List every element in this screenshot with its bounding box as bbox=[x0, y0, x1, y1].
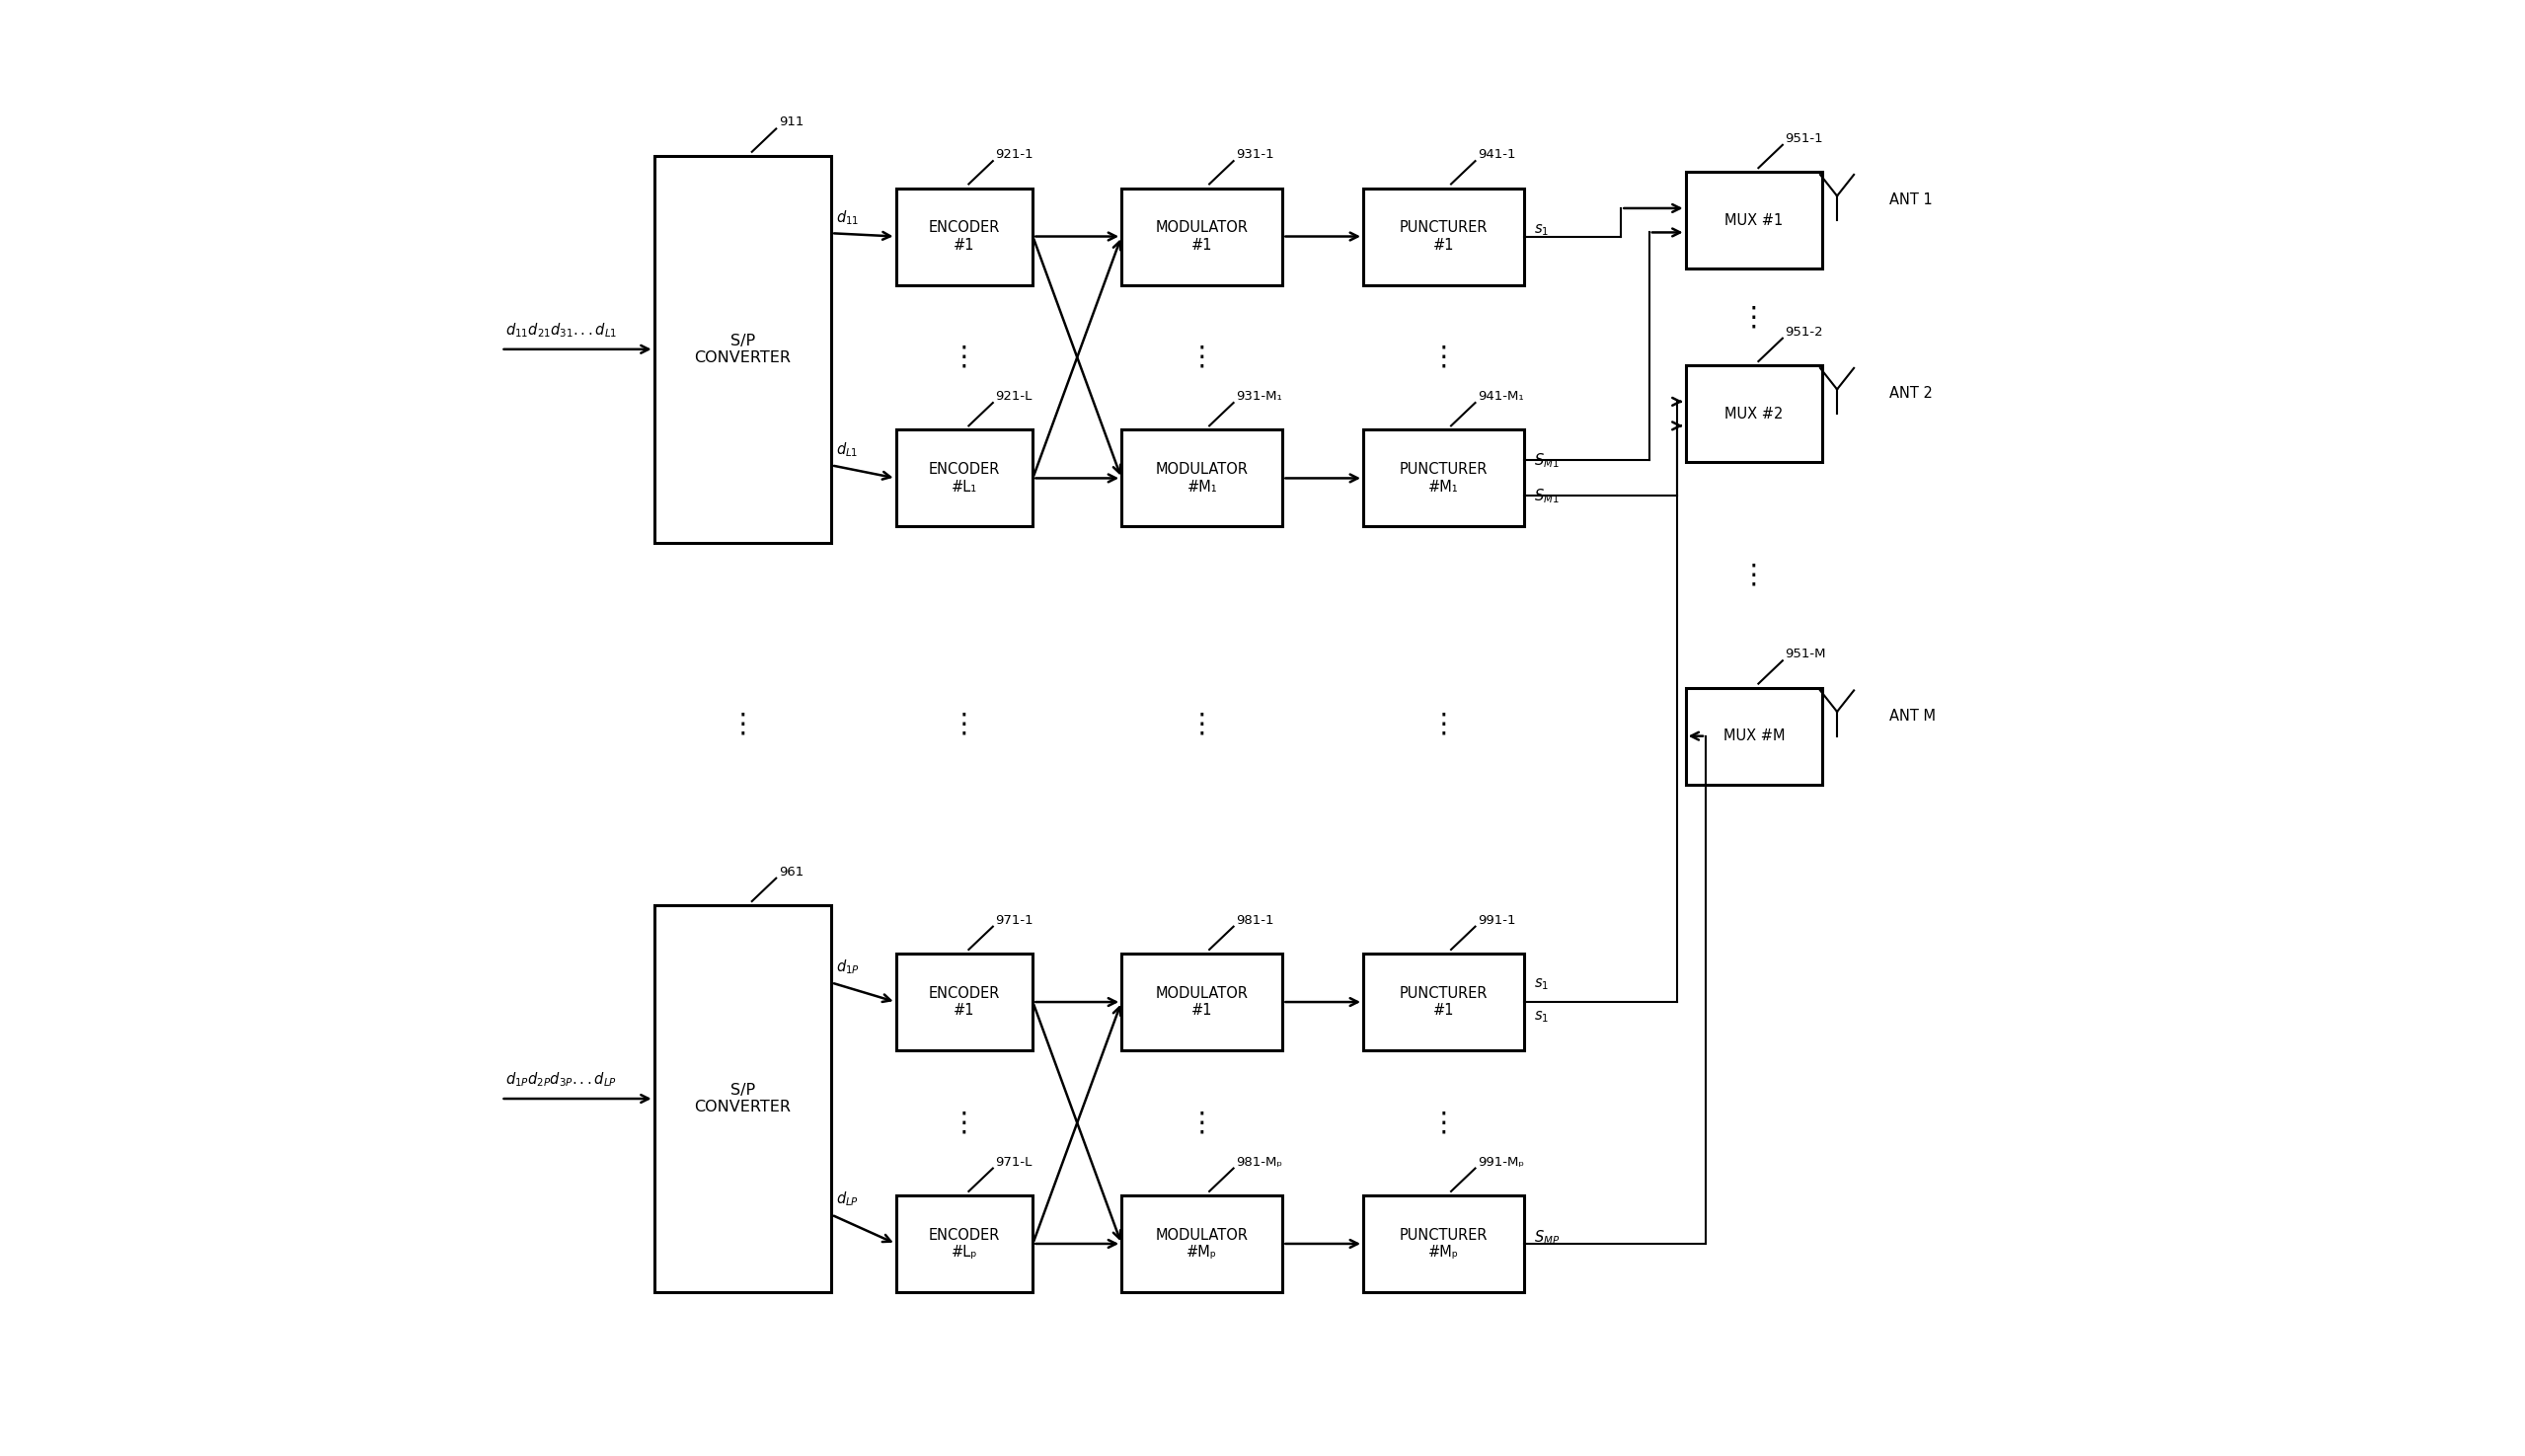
Text: ENCODER
#L₁: ENCODER #L₁ bbox=[929, 462, 1000, 494]
Bar bbox=[654, 906, 831, 1291]
Text: 951-1: 951-1 bbox=[1785, 132, 1823, 146]
Bar bbox=[1364, 430, 1525, 527]
Bar bbox=[1364, 188, 1525, 285]
Text: 991-1: 991-1 bbox=[1477, 914, 1515, 926]
Text: 921-1: 921-1 bbox=[995, 149, 1033, 162]
Bar bbox=[1687, 365, 1823, 462]
Text: $d_{11}$: $d_{11}$ bbox=[836, 208, 859, 227]
Text: ⋮: ⋮ bbox=[1189, 1109, 1215, 1137]
Text: 981-1: 981-1 bbox=[1235, 914, 1275, 926]
Text: $s_1$: $s_1$ bbox=[1535, 223, 1548, 237]
Bar bbox=[1121, 954, 1283, 1050]
Text: ⋮: ⋮ bbox=[730, 711, 758, 738]
Text: 931-M₁: 931-M₁ bbox=[1235, 390, 1283, 403]
Bar bbox=[654, 156, 831, 543]
Text: $d_{11}d_{21}d_{31}...d_{L1}$: $d_{11}d_{21}d_{31}...d_{L1}$ bbox=[505, 322, 616, 339]
Text: $d_{1P}$: $d_{1P}$ bbox=[836, 958, 861, 976]
Text: 941-M₁: 941-M₁ bbox=[1477, 390, 1523, 403]
Text: PUNCTURER
#Mₚ: PUNCTURER #Mₚ bbox=[1399, 1227, 1487, 1259]
Text: 961: 961 bbox=[778, 865, 803, 878]
Text: 911: 911 bbox=[778, 116, 803, 128]
Text: $S_{M1}$: $S_{M1}$ bbox=[1535, 486, 1560, 505]
Text: ⋮: ⋮ bbox=[949, 1109, 977, 1137]
Bar bbox=[1121, 430, 1283, 527]
Text: $s_1$: $s_1$ bbox=[1535, 977, 1548, 992]
Text: 971-1: 971-1 bbox=[995, 914, 1033, 926]
Text: 951-M: 951-M bbox=[1785, 648, 1826, 661]
Text: ⋮: ⋮ bbox=[1740, 561, 1767, 588]
Bar bbox=[1121, 188, 1283, 285]
Text: 951-2: 951-2 bbox=[1785, 326, 1823, 338]
Text: 921-L: 921-L bbox=[995, 390, 1033, 403]
Text: ENCODER
#1: ENCODER #1 bbox=[929, 986, 1000, 1018]
Text: S/P
CONVERTER: S/P CONVERTER bbox=[694, 1083, 790, 1115]
Bar bbox=[896, 954, 1033, 1050]
Text: 931-1: 931-1 bbox=[1235, 149, 1275, 162]
Text: PUNCTURER
#1: PUNCTURER #1 bbox=[1399, 986, 1487, 1018]
Bar bbox=[896, 430, 1033, 527]
Text: MODULATOR
#Mₚ: MODULATOR #Mₚ bbox=[1156, 1227, 1247, 1259]
Text: ⋮: ⋮ bbox=[949, 344, 977, 371]
Text: ENCODER
#1: ENCODER #1 bbox=[929, 220, 1000, 252]
Text: $d_{L1}$: $d_{L1}$ bbox=[836, 440, 859, 459]
Text: 981-Mₚ: 981-Mₚ bbox=[1235, 1156, 1283, 1168]
Text: $s_1$: $s_1$ bbox=[1535, 1009, 1548, 1024]
Bar bbox=[1121, 1195, 1283, 1291]
Text: ⋮: ⋮ bbox=[1429, 344, 1457, 371]
Text: 941-1: 941-1 bbox=[1477, 149, 1515, 162]
Text: MODULATOR
#M₁: MODULATOR #M₁ bbox=[1156, 462, 1247, 494]
Text: MUX #2: MUX #2 bbox=[1725, 406, 1783, 421]
Text: 971-L: 971-L bbox=[995, 1156, 1033, 1168]
Text: $S_{MP}$: $S_{MP}$ bbox=[1535, 1227, 1560, 1246]
Bar bbox=[896, 1195, 1033, 1291]
Text: ⋮: ⋮ bbox=[1429, 1109, 1457, 1137]
Text: ⋮: ⋮ bbox=[1189, 344, 1215, 371]
Text: MODULATOR
#1: MODULATOR #1 bbox=[1156, 220, 1247, 252]
Text: ⋮: ⋮ bbox=[1429, 711, 1457, 738]
Bar bbox=[896, 188, 1033, 285]
Text: 991-Mₚ: 991-Mₚ bbox=[1477, 1156, 1525, 1168]
Bar bbox=[1687, 687, 1823, 785]
Text: MUX #1: MUX #1 bbox=[1725, 213, 1783, 227]
Text: $d_{1P}d_{2P}d_{3P}...d_{LP}$: $d_{1P}d_{2P}d_{3P}...d_{LP}$ bbox=[505, 1070, 616, 1089]
Bar bbox=[1364, 954, 1525, 1050]
Text: MODULATOR
#1: MODULATOR #1 bbox=[1156, 986, 1247, 1018]
Text: MUX #M: MUX #M bbox=[1722, 728, 1785, 744]
Bar bbox=[1364, 1195, 1525, 1291]
Text: PUNCTURER
#1: PUNCTURER #1 bbox=[1399, 220, 1487, 252]
Text: ANT M: ANT M bbox=[1889, 709, 1937, 724]
Text: ⋮: ⋮ bbox=[949, 711, 977, 738]
Text: PUNCTURER
#M₁: PUNCTURER #M₁ bbox=[1399, 462, 1487, 494]
Text: S/P
CONVERTER: S/P CONVERTER bbox=[694, 333, 790, 365]
Text: $S_{M1}$: $S_{M1}$ bbox=[1535, 451, 1560, 470]
Text: $d_{LP}$: $d_{LP}$ bbox=[836, 1190, 859, 1208]
Bar bbox=[1687, 172, 1823, 269]
Text: ENCODER
#Lₚ: ENCODER #Lₚ bbox=[929, 1227, 1000, 1259]
Text: ANT 1: ANT 1 bbox=[1889, 192, 1932, 208]
Text: ⋮: ⋮ bbox=[1189, 711, 1215, 738]
Text: ANT 2: ANT 2 bbox=[1889, 386, 1932, 400]
Text: ⋮: ⋮ bbox=[1740, 303, 1767, 331]
